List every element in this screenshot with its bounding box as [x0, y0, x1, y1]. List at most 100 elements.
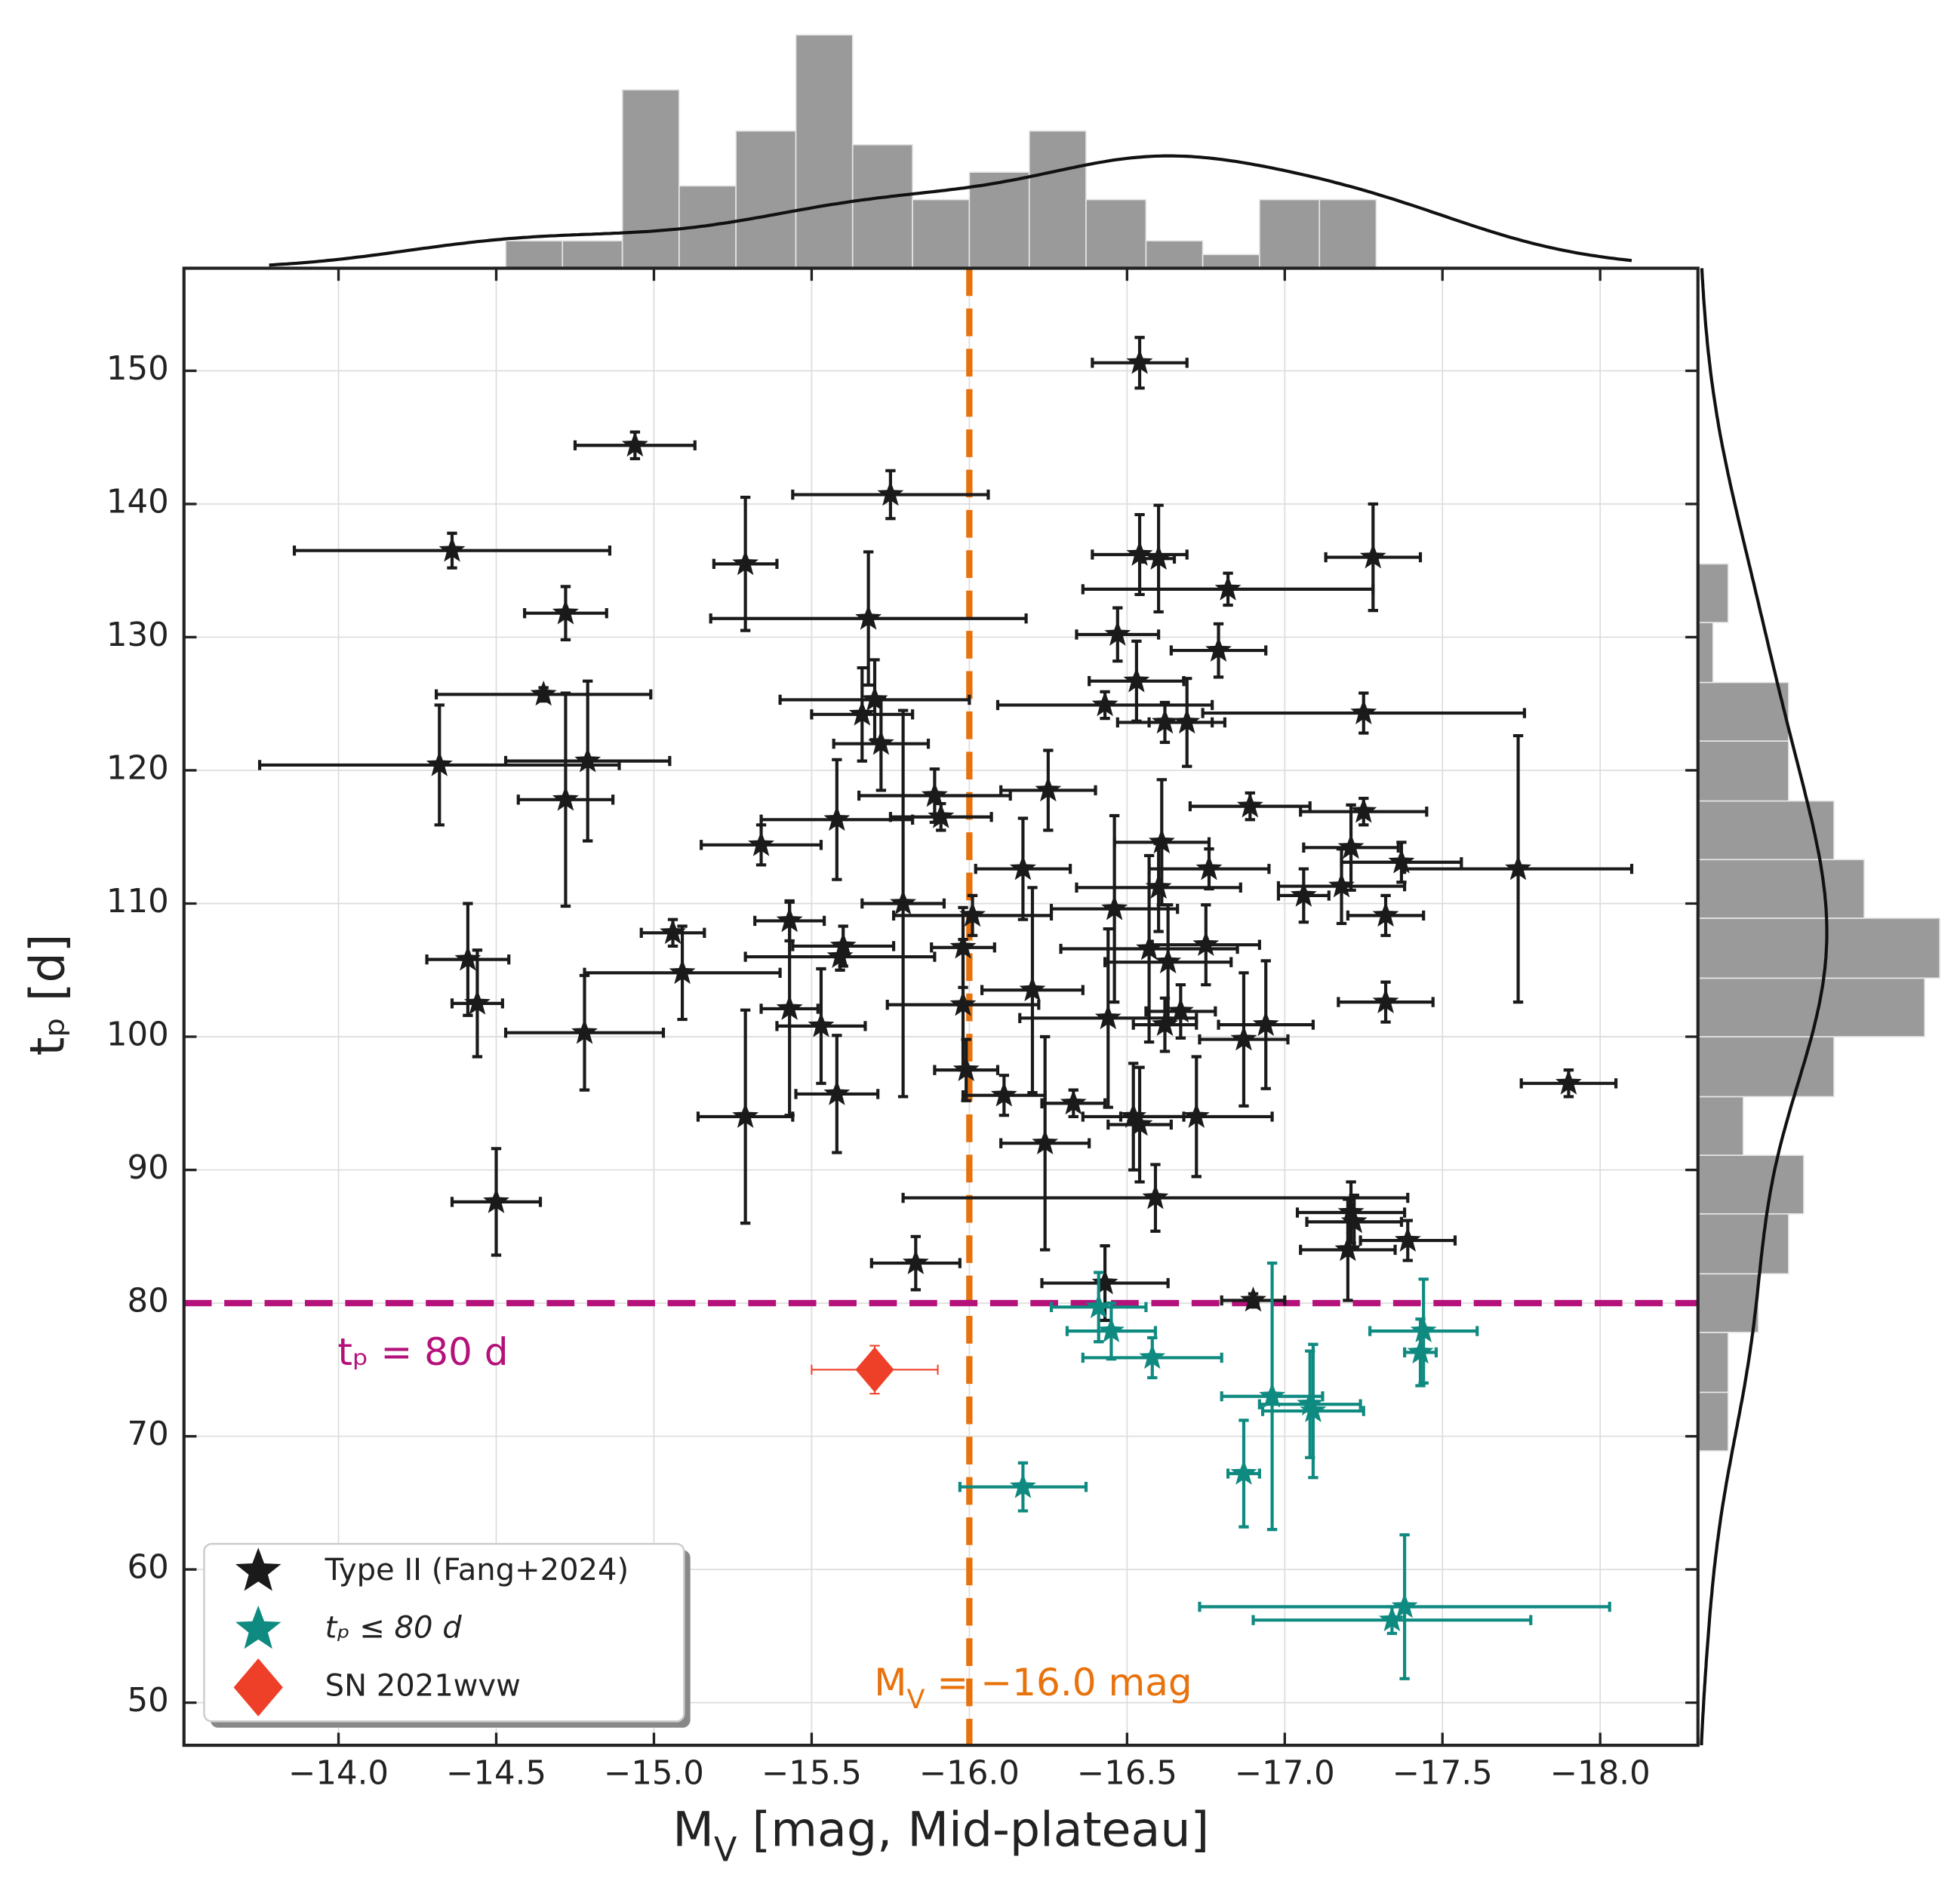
data-point	[959, 901, 986, 927]
data-point	[1148, 828, 1175, 854]
data-point	[1094, 1004, 1122, 1030]
data-point	[1259, 1382, 1286, 1408]
kde-curve	[269, 154, 1632, 267]
data-point	[1359, 543, 1386, 569]
data-point	[1214, 575, 1242, 601]
data-point	[732, 549, 759, 576]
y-tick-label: 100	[106, 1016, 169, 1054]
data-point	[621, 431, 648, 457]
data-point	[1009, 855, 1036, 881]
histogram-bar	[1697, 563, 1729, 623]
x-axis-title-tail: [mag, Mid-plateau]	[737, 1801, 1209, 1857]
data-point	[1290, 881, 1317, 907]
data-point	[1297, 1390, 1324, 1416]
data-point	[1142, 1184, 1169, 1209]
data-point	[1183, 1102, 1210, 1128]
data-point	[1230, 1025, 1257, 1051]
reference-label-tail: = −16.0 mag	[925, 1660, 1192, 1704]
histogram-bar	[1697, 1332, 1729, 1394]
data-point	[1236, 792, 1263, 818]
histogram-bar	[1697, 740, 1789, 802]
data-point	[1035, 776, 1062, 802]
data-point	[1410, 1317, 1437, 1343]
histogram-bar	[1697, 1036, 1835, 1098]
plot-frame	[182, 266, 1700, 1747]
data-point	[1104, 620, 1131, 646]
x-tick-label: −17.0	[1235, 1755, 1335, 1793]
data-point	[574, 747, 602, 773]
histogram-bar	[1697, 917, 1941, 979]
data-point	[1126, 540, 1153, 566]
reference-label: MV = −16.0 mag	[874, 1660, 1192, 1714]
histogram-bar	[505, 240, 564, 269]
legend-marker	[235, 1605, 282, 1649]
data-point	[1145, 873, 1172, 899]
data-point	[1091, 1269, 1118, 1295]
data-point	[454, 945, 482, 971]
x-axis-title-sub: V	[714, 1830, 737, 1869]
data-point	[861, 686, 888, 712]
legend-label: Type II (Fang+2024)	[325, 1553, 629, 1588]
histogram-bar	[1318, 198, 1377, 269]
data-point	[855, 604, 882, 630]
data-point	[463, 989, 491, 1015]
data-point	[1340, 1207, 1368, 1234]
data-point	[1328, 872, 1355, 898]
data-point	[823, 805, 851, 831]
data-point	[1168, 997, 1194, 1023]
data-point	[1091, 691, 1118, 717]
data-point	[1098, 1317, 1125, 1343]
data-point	[552, 599, 579, 625]
data-point	[877, 481, 904, 506]
data-point	[732, 1102, 759, 1128]
data-point	[1337, 833, 1365, 859]
x-tick-label: −14.5	[446, 1755, 546, 1793]
y-axis-title: tₚ [d]	[19, 933, 75, 1056]
data-point	[1145, 544, 1172, 570]
data-point	[1372, 988, 1399, 1013]
data-point	[1372, 901, 1399, 927]
data-point	[1407, 1339, 1434, 1364]
x-tick-label: −16.5	[1077, 1755, 1177, 1793]
data-point	[776, 994, 803, 1020]
data-point	[1252, 1010, 1279, 1037]
data-point	[1505, 855, 1531, 881]
legend-label: SN 2021wvw	[325, 1668, 521, 1703]
x-tick-label: −14.0	[288, 1755, 389, 1793]
histogram-bar	[1697, 1154, 1805, 1215]
histogram-bar	[735, 130, 797, 269]
x-tick-label: −15.5	[762, 1755, 862, 1793]
data-point	[990, 1081, 1017, 1107]
histogram-bar	[1697, 1213, 1789, 1275]
y-tick-label: 150	[106, 350, 169, 388]
data-point	[571, 1019, 598, 1044]
histogram-bar	[1697, 681, 1789, 742]
y-tick-label: 90	[128, 1149, 169, 1187]
data-point	[949, 991, 977, 1016]
data-point	[1230, 1459, 1257, 1485]
data-point	[1060, 1089, 1087, 1115]
data-point	[902, 1249, 929, 1274]
histogram-bar	[1697, 977, 1926, 1037]
reference-label-main: M	[874, 1660, 906, 1704]
histogram-bar	[1697, 800, 1835, 861]
data-point	[848, 700, 875, 726]
x-axis-title: MV [mag, Mid-plateau]	[672, 1801, 1209, 1869]
data-point	[1009, 1473, 1036, 1498]
histogram-bar	[1145, 240, 1204, 269]
y-tick-label: 50	[128, 1682, 169, 1720]
y-tick-label: 70	[128, 1415, 169, 1453]
histogram-bar	[1697, 1391, 1729, 1452]
data-point	[1126, 1111, 1153, 1136]
data-point	[1192, 930, 1220, 957]
histogram-bar	[912, 198, 971, 269]
data-point	[1350, 699, 1377, 724]
data-point	[823, 1080, 851, 1105]
histogram-bar	[795, 34, 854, 269]
data-point	[1126, 349, 1153, 374]
data-point	[1174, 708, 1201, 734]
histogram-bar	[562, 240, 623, 269]
reference-label: tₚ = 80 d	[337, 1330, 508, 1374]
